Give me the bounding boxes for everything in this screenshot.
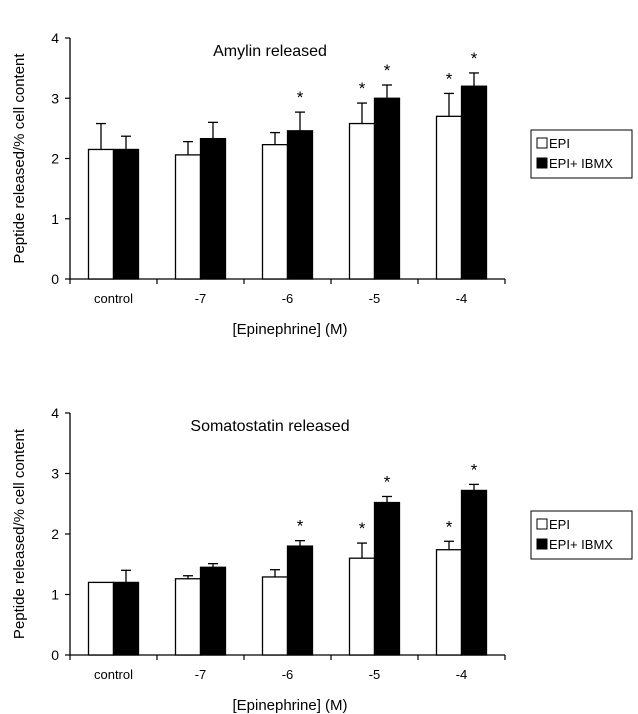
legend-label: EPI: [549, 517, 570, 532]
significance-star: *: [471, 460, 478, 479]
legend-box: [530, 510, 633, 560]
bar: [460, 85, 488, 280]
x-tick-label: -7: [195, 667, 207, 682]
x-tick-label: control: [94, 291, 133, 306]
y-tick-label: 0: [51, 271, 59, 287]
significance-star: *: [297, 88, 304, 107]
legend-label: EPI+ IBMX: [549, 156, 613, 171]
legend-label: EPI+ IBMX: [549, 537, 613, 552]
bar: [460, 489, 488, 656]
significance-star: *: [471, 49, 478, 68]
bar: [435, 549, 463, 656]
x-tick-label: -4: [456, 291, 468, 306]
bar: [373, 501, 401, 656]
bar: [261, 576, 289, 656]
chart-title: Somatostatin released: [190, 418, 349, 435]
significance-star: *: [359, 79, 366, 98]
legend: EPI EPI+ IBMX: [530, 510, 633, 560]
y-tick-label: 0: [51, 647, 59, 663]
y-tick-label: 3: [51, 90, 59, 106]
legend-swatch: [536, 157, 548, 169]
x-tick-label: -6: [282, 667, 294, 682]
y-tick-label: 2: [51, 526, 59, 542]
bar: [87, 148, 115, 280]
x-axis-title: [Epinephrine] (M): [232, 697, 347, 714]
bar: [199, 137, 227, 280]
bar: [373, 97, 401, 280]
significance-star: *: [297, 517, 304, 536]
x-tick-label: -4: [456, 667, 468, 682]
y-tick-label: 4: [51, 30, 59, 46]
bar: [174, 154, 202, 280]
x-tick-label: -5: [369, 667, 381, 682]
y-tick-label: 1: [51, 211, 59, 227]
significance-star: *: [384, 61, 391, 80]
significance-star: *: [446, 69, 453, 88]
x-axis-title: [Epinephrine] (M): [232, 321, 347, 338]
y-tick-label: 1: [51, 587, 59, 603]
bar: [261, 143, 289, 280]
bar: [348, 557, 376, 656]
x-tick-label: -6: [282, 291, 294, 306]
legend: EPI EPI+ IBMX: [530, 129, 633, 179]
legend-swatch: [536, 137, 548, 149]
bar: [199, 566, 227, 656]
significance-star: *: [359, 519, 366, 538]
x-tick-label: -5: [369, 291, 381, 306]
bar: [112, 581, 140, 656]
legend-swatch: [536, 538, 548, 550]
significance-star: *: [446, 517, 453, 536]
bar: [174, 578, 202, 656]
y-axis-title: Peptide released/% cell content: [11, 428, 28, 639]
bar: [112, 148, 140, 280]
legend-box: [530, 129, 633, 179]
bar: [87, 581, 115, 656]
x-tick-label: -7: [195, 291, 207, 306]
y-tick-label: 4: [51, 405, 59, 421]
y-tick-label: 3: [51, 466, 59, 482]
legend-swatch: [536, 518, 548, 530]
bar: [435, 115, 463, 280]
bar: [286, 130, 314, 280]
chart-2: 0 1 2 3 4 control -7 -6 -5 -4 * * * * * Somatostatin re…: [11, 405, 633, 714]
bar: [348, 122, 376, 280]
y-axis-title: Peptide released/% cell content: [11, 53, 28, 264]
significance-star: *: [384, 472, 391, 491]
y-tick-label: 2: [51, 151, 59, 167]
x-tick-label: control: [94, 667, 133, 682]
chart-title: Amylin released: [213, 43, 327, 60]
legend-label: EPI: [549, 136, 570, 151]
chart-1: 0 1 2 3 4 control -7 -6 -5 -4 * * * * * Amylin released…: [11, 30, 633, 338]
bar: [286, 545, 314, 656]
